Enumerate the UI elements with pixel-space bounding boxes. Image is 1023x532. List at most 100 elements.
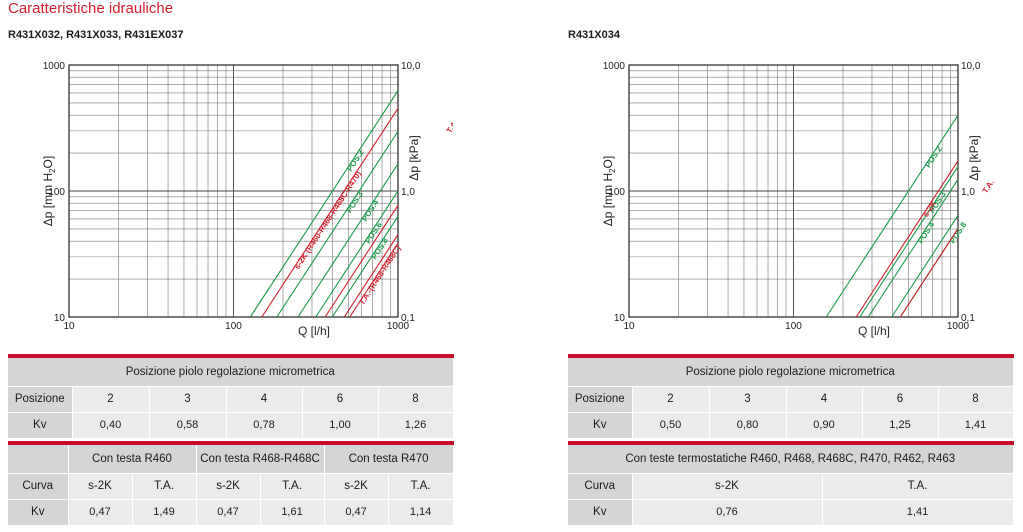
y2-tick-label: 0,1 — [961, 313, 975, 324]
left-curve-table: Con testa R460 Con testa R468-R468C Con … — [8, 441, 454, 526]
plot-frame — [628, 64, 959, 318]
left-curve-kv-cell: 0,47 — [68, 499, 133, 526]
series-line — [343, 234, 399, 318]
left-models-label: R431X032, R431X033, R431EX037 — [8, 29, 184, 41]
left-curve-kv-label: Kv — [8, 499, 69, 526]
right-group-label: Con teste termostatiche R460, R468, R468… — [568, 441, 1014, 474]
left-curve-kv-cell: 0,47 — [196, 499, 261, 526]
right-curve-label: Curva — [568, 473, 633, 500]
series-line — [331, 215, 399, 318]
series-line — [249, 90, 399, 318]
series-line — [867, 179, 959, 318]
y2-axis-label: Δp [kPa] — [967, 135, 981, 180]
right-kv-table: Posizione piolo regolazione micrometrica… — [568, 354, 1014, 439]
right-curve-kv-cell: 0,76 — [632, 499, 823, 526]
y-axis-label-main: Δp [mm H — [41, 173, 55, 226]
y-axis-label: Δp [mm H2O] — [601, 156, 617, 226]
left-curve-kv-cell: 1,14 — [388, 499, 454, 526]
left-curve-cell: T.A. — [388, 473, 454, 500]
left-curve-cell: s-2K — [324, 473, 389, 500]
left-curve-corner — [8, 441, 69, 474]
left-pos-cell: 2 — [72, 386, 150, 413]
right-kv-label: Kv — [568, 412, 633, 439]
right-pos-label: Posizione — [568, 386, 633, 413]
y-tick-label: 100 — [608, 187, 625, 198]
series-line — [297, 163, 399, 318]
right-pos-cell: 8 — [938, 386, 1014, 413]
left-kv-table: Posizione piolo regolazione micrometrica… — [8, 354, 454, 439]
x-tick-label: 1000 — [387, 321, 410, 332]
right-models-label: R431X034 — [568, 29, 620, 41]
left-kv-cell: 1,26 — [378, 412, 454, 439]
x-tick-label: 10 — [63, 321, 75, 332]
left-curve-kv-cell: 0,47 — [324, 499, 389, 526]
right-curve-table: Con teste termostatiche R460, R468, R468… — [568, 441, 1014, 526]
right-table-title: Posizione piolo regolazione micrometrica — [568, 354, 1014, 387]
y-axis-label-end: O] — [601, 156, 615, 169]
y-tick-label: 100 — [48, 187, 65, 198]
y-tick-label: 10 — [614, 313, 626, 324]
y2-tick-label: 0,1 — [401, 313, 415, 324]
y-tick-label: 1000 — [603, 61, 626, 72]
right-pos-cell: 2 — [632, 386, 710, 413]
left-curve-cell: s-2K — [68, 473, 133, 500]
x-tick-label: 10 — [623, 321, 635, 332]
series-line — [859, 166, 959, 318]
left-curve-kv-cell: 1,49 — [132, 499, 197, 526]
y-tick-label: 10 — [54, 313, 66, 324]
series-label: POS.2 — [923, 144, 944, 169]
y2-tick-label: 1,0 — [401, 187, 415, 198]
series-line — [349, 242, 399, 318]
series-line — [891, 215, 959, 318]
left-kv-cell: 0,40 — [72, 412, 150, 439]
right-kv-cell: 1,25 — [862, 412, 939, 439]
series-line — [324, 205, 399, 318]
left-curve-kv-cell: 1,61 — [260, 499, 325, 526]
y-axis-label-sub: 2 — [608, 168, 617, 173]
right-pos-cell: 3 — [709, 386, 787, 413]
left-table-title: Posizione piolo regolazione micrometrica — [8, 354, 454, 387]
left-pos-label: Posizione — [8, 386, 73, 413]
series-line — [899, 228, 959, 318]
series-line — [276, 131, 399, 318]
right-kv-cell: 0,50 — [632, 412, 710, 439]
left-group-r468: Con testa R468-R468C — [196, 441, 325, 474]
right-curve-cell: T.A. — [822, 473, 1014, 500]
series-label: POS.4 — [916, 220, 937, 245]
right-curve-cell: s-2K — [632, 473, 823, 500]
left-curve-cell: T.A. — [132, 473, 197, 500]
y2-tick-label: 1,0 — [961, 187, 975, 198]
left-group-r460: Con testa R460 — [68, 441, 197, 474]
series-line — [261, 108, 399, 318]
series-line — [825, 114, 959, 318]
series-label: POS.6 — [1011, 110, 1013, 135]
y2-tick-label: 10,0 — [401, 61, 421, 72]
y-axis-label-main: Δp [mm H — [601, 173, 615, 226]
y2-tick-label: 10,0 — [961, 61, 981, 72]
left-kv-cell: 1,00 — [302, 412, 379, 439]
y-tick-label: 1000 — [43, 61, 66, 72]
series-label: T.A.-(R470) — [445, 95, 453, 135]
y-axis-label-end: O] — [41, 156, 55, 169]
left-kv-label: Kv — [8, 412, 73, 439]
left-pos-cell: 3 — [149, 386, 227, 413]
right-curve-kv-cell: 1,41 — [822, 499, 1014, 526]
left-group-r470: Con testa R470 — [324, 441, 454, 474]
left-kv-cell: 0,58 — [149, 412, 227, 439]
right-kv-cell: 1,41 — [938, 412, 1014, 439]
x-tick-label: 100 — [785, 321, 802, 332]
right-kv-cell: 0,80 — [709, 412, 787, 439]
left-pos-cell: 8 — [378, 386, 454, 413]
left-kv-cell: 0,78 — [226, 412, 303, 439]
left-curve-label: Curva — [8, 473, 69, 500]
left-curve-cell: s-2K — [196, 473, 261, 500]
right-pos-cell: 4 — [786, 386, 863, 413]
series-label: s-2K (R460-R468-R468C-R470) — [293, 169, 364, 271]
x-tick-label: 1000 — [947, 321, 970, 332]
x-axis-label: Q [l/h] — [298, 324, 330, 338]
right-pos-cell: 6 — [862, 386, 939, 413]
right-curve-kv-label: Kv — [568, 499, 633, 526]
y-axis-label-sub: 2 — [48, 168, 57, 173]
series-line — [315, 190, 399, 318]
